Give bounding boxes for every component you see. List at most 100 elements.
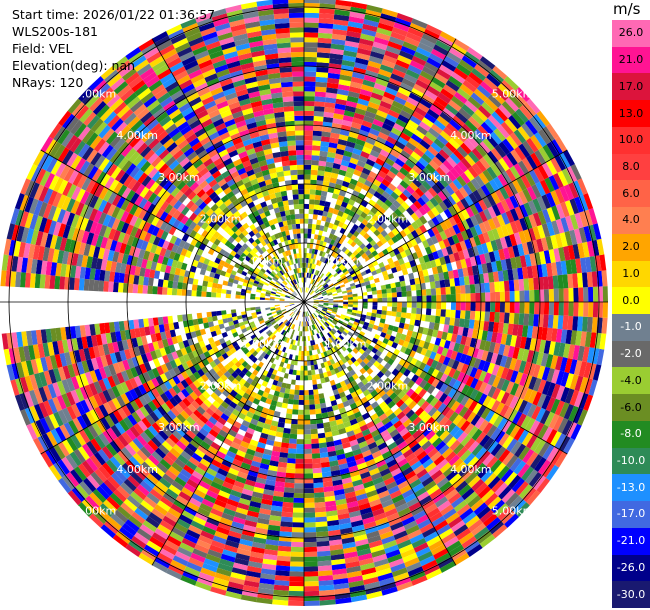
velocity-gate bbox=[356, 273, 363, 279]
velocity-gate bbox=[157, 187, 167, 199]
velocity-gate bbox=[407, 27, 424, 38]
velocity-gate bbox=[292, 86, 304, 92]
velocity-gate bbox=[272, 314, 278, 318]
velocity-gate bbox=[338, 299, 344, 302]
velocity-gate bbox=[425, 131, 437, 142]
velocity-gate bbox=[396, 183, 406, 193]
velocity-gate bbox=[199, 180, 209, 189]
velocity-gate bbox=[417, 74, 432, 86]
velocity-gate bbox=[387, 231, 396, 239]
velocity-gate bbox=[271, 270, 277, 276]
velocity-gate bbox=[332, 224, 338, 231]
velocity-gate bbox=[269, 82, 282, 89]
velocity-gate bbox=[193, 105, 207, 116]
velocity-gate bbox=[360, 200, 369, 208]
velocity-gate bbox=[510, 149, 522, 164]
velocity-gate bbox=[395, 216, 404, 225]
velocity-gate bbox=[186, 115, 199, 126]
velocity-gate bbox=[242, 243, 249, 250]
velocity-gate bbox=[205, 232, 213, 241]
velocity-gate bbox=[277, 201, 284, 208]
velocity-gate bbox=[421, 180, 432, 191]
velocity-gate bbox=[190, 41, 206, 52]
velocity-gate bbox=[221, 310, 227, 315]
velocity-gate bbox=[328, 233, 334, 240]
velocity-gate bbox=[46, 157, 58, 173]
velocity-gate bbox=[438, 64, 454, 76]
velocity-gate bbox=[298, 194, 304, 200]
velocity-gate bbox=[291, 293, 297, 297]
velocity-gate bbox=[140, 160, 151, 173]
velocity-gate bbox=[290, 42, 304, 48]
velocity-gate bbox=[298, 350, 302, 356]
velocity-gate bbox=[386, 288, 392, 294]
velocity-gate bbox=[66, 198, 76, 213]
velocity-gate bbox=[52, 192, 63, 208]
velocity-gate bbox=[114, 169, 126, 182]
velocity-gate bbox=[210, 266, 217, 274]
velocity-gate bbox=[321, 257, 327, 263]
velocity-gate bbox=[403, 218, 412, 228]
velocity-gate bbox=[272, 102, 284, 109]
velocity-gate bbox=[266, 242, 273, 249]
velocity-gate bbox=[309, 263, 313, 269]
velocity-gate bbox=[327, 243, 333, 250]
velocity-gate bbox=[200, 26, 217, 37]
velocity-gate bbox=[486, 194, 497, 207]
velocity-gate bbox=[255, 232, 262, 239]
velocity-gate bbox=[370, 283, 376, 288]
velocity-gate bbox=[317, 284, 323, 289]
velocity-gate bbox=[514, 146, 527, 161]
velocity-gate bbox=[283, 205, 290, 211]
velocity-gate bbox=[246, 185, 255, 193]
velocity-gate bbox=[262, 273, 269, 278]
velocity-gate bbox=[563, 184, 575, 201]
velocity-gate bbox=[304, 399, 310, 405]
velocity-gate bbox=[343, 279, 349, 285]
velocity-gate bbox=[202, 183, 212, 193]
velocity-gate bbox=[210, 136, 222, 145]
velocity-gate bbox=[280, 521, 293, 528]
velocity-gate bbox=[311, 160, 319, 166]
velocity-gate bbox=[279, 258, 284, 264]
velocity-gate bbox=[325, 97, 337, 104]
velocity-gate bbox=[505, 222, 514, 236]
velocity-gate bbox=[234, 236, 242, 243]
velocity-gate bbox=[151, 205, 161, 217]
velocity-gate bbox=[57, 147, 70, 163]
velocity-gate bbox=[289, 288, 294, 293]
velocity-gate bbox=[125, 224, 134, 236]
velocity-gate bbox=[583, 193, 594, 210]
velocity-gate bbox=[587, 240, 595, 257]
velocity-gate bbox=[418, 121, 431, 132]
velocity-gate bbox=[140, 91, 155, 104]
velocity-gate bbox=[173, 252, 181, 262]
velocity-gate bbox=[196, 163, 206, 173]
velocity-gate bbox=[150, 244, 158, 254]
velocity-gate bbox=[304, 22, 319, 28]
velocity-gate bbox=[424, 89, 438, 101]
velocity-gate bbox=[147, 192, 158, 204]
velocity-gate bbox=[484, 282, 491, 293]
velocity-gate bbox=[369, 96, 382, 106]
velocity-gate bbox=[263, 148, 273, 156]
velocity-gate bbox=[573, 287, 579, 302]
velocity-gate bbox=[124, 201, 135, 213]
velocity-gate bbox=[97, 141, 110, 155]
velocity-gate bbox=[281, 231, 287, 237]
velocity-gate bbox=[372, 243, 380, 251]
velocity-gate bbox=[328, 67, 341, 75]
velocity-gate bbox=[400, 45, 416, 56]
velocity-gate bbox=[277, 288, 283, 292]
velocity-gate bbox=[103, 226, 112, 239]
velocity-gate bbox=[387, 215, 396, 224]
velocity-gate bbox=[231, 187, 241, 196]
velocity-gate bbox=[363, 141, 374, 150]
velocity-gate bbox=[326, 87, 338, 94]
velocity-gate bbox=[378, 68, 392, 78]
velocity-gate bbox=[88, 279, 95, 291]
velocity-gate bbox=[262, 103, 274, 111]
velocity-gate bbox=[402, 41, 418, 52]
velocity-gate bbox=[435, 39, 452, 52]
velocity-gate bbox=[287, 224, 293, 231]
